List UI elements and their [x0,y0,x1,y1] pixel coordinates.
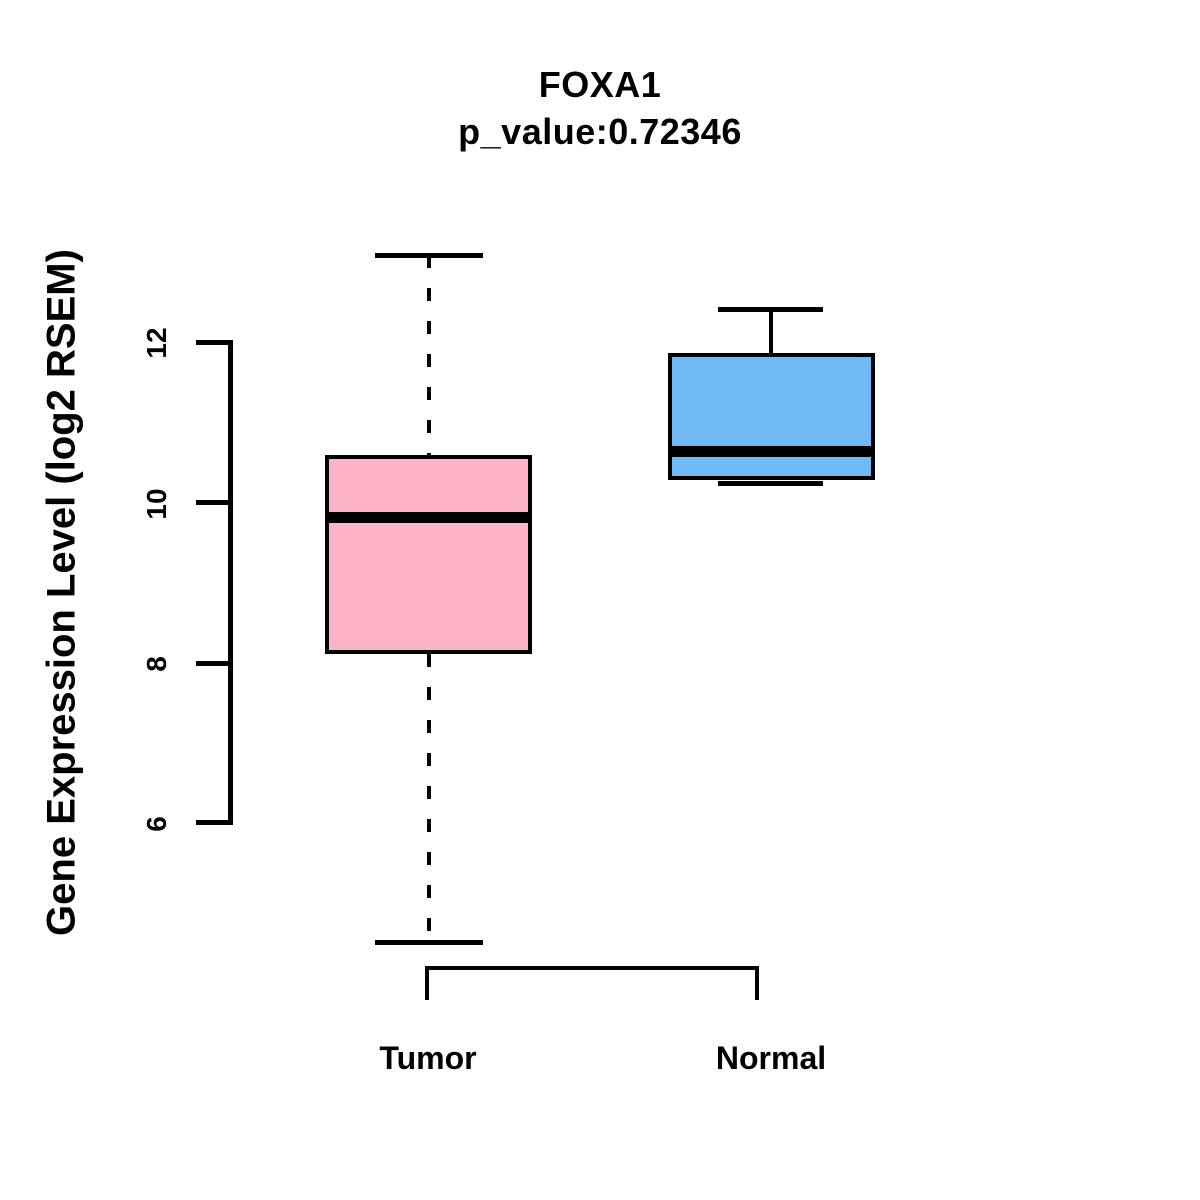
normal-lower-whisker-cap [718,481,823,486]
y-tick-label-8: 8 [141,656,172,672]
y-axis-tick-6 [196,820,233,825]
y-axis-label: Gene Expression Level (log2 RSEM) [39,249,84,936]
chart-title: FOXA1 [538,64,662,105]
chart-title-block: FOXA1 p_value:0.72346 [0,62,1200,156]
tumor-box [325,455,532,654]
x-axis-bracket-leg-tumor [425,966,429,1000]
normal-box [668,353,875,480]
normal-median-line [668,446,875,457]
x-tick-label-tumor: Tumor [379,1040,477,1076]
y-axis-tick-12 [196,340,233,345]
chart-subtitle-pvalue: p_value:0.72346 [458,111,742,152]
tumor-lower-whisker-cap [375,940,483,945]
tumor-upper-whisker-line [427,255,431,455]
x-axis-bracket-line [425,966,759,970]
y-tick-label-6: 6 [141,816,172,832]
x-axis-bracket-leg-normal [755,966,759,1000]
y-axis-tick-10 [196,500,233,505]
y-axis-line [228,340,233,824]
normal-upper-whisker-line [769,309,773,355]
tumor-median-line [325,512,532,523]
y-tick-label-10: 10 [141,488,172,520]
x-tick-label-normal: Normal [715,1040,827,1076]
y-tick-label-12: 12 [141,327,172,359]
tumor-lower-whisker-line [427,654,431,942]
y-axis-tick-8 [196,661,233,666]
